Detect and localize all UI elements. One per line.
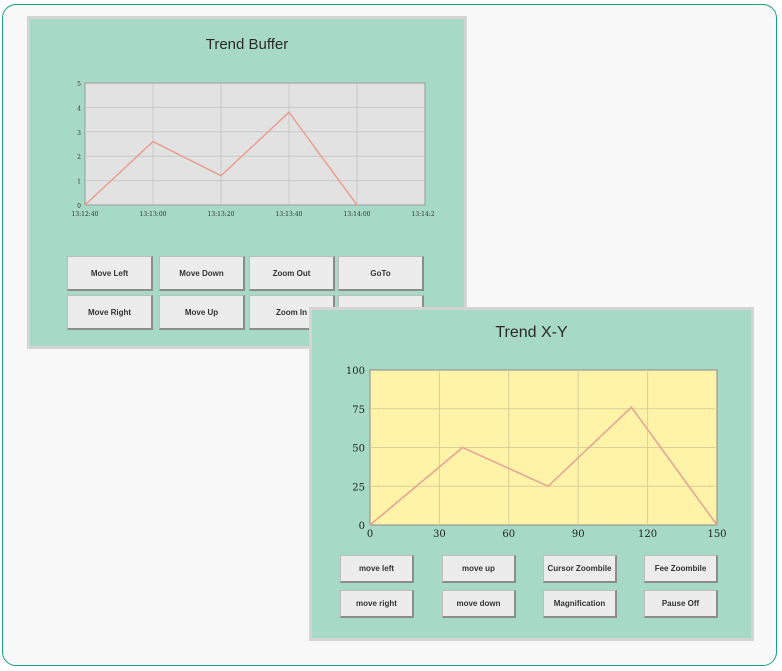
- move-up-button[interactable]: Move Up: [159, 295, 245, 330]
- move-left-button[interactable]: Move Left: [67, 256, 153, 291]
- x-tick-label: 60: [502, 529, 515, 540]
- data-point: [356, 204, 358, 206]
- pause-off-button[interactable]: Pause Off: [644, 590, 718, 618]
- x-tick-label: 120: [638, 529, 657, 540]
- y-tick-label: 0: [77, 203, 81, 210]
- x-tick-label: 13:12:40: [72, 211, 99, 218]
- goto-button[interactable]: GoTo: [338, 256, 424, 291]
- move-down-button[interactable]: move down: [442, 590, 516, 618]
- trend-buffer-panel: Trend Buffer 0 1 2 3 4 5 13:12:40 13:13:00 13:13…: [27, 16, 467, 349]
- y-tick-label: 25: [352, 482, 365, 493]
- move-left-button[interactable]: move left: [340, 555, 414, 583]
- move-down-button[interactable]: Move Down: [159, 256, 245, 291]
- x-tick-label: 30: [433, 529, 446, 540]
- move-up-button[interactable]: move up: [442, 555, 516, 583]
- data-point: [547, 485, 549, 488]
- y-tick-label: 100: [346, 366, 365, 377]
- cursor-zoombile-button[interactable]: Cursor Zoombile: [543, 555, 617, 583]
- y-tick-label: 2: [77, 154, 81, 161]
- x-tick-label: 150: [707, 529, 726, 540]
- y-tick-label: 50: [352, 444, 365, 455]
- y-tick-label: 4: [77, 105, 81, 112]
- data-point: [716, 524, 718, 526]
- data-point: [461, 446, 464, 449]
- y-tick-label: 3: [77, 130, 81, 137]
- fee-zoombile-button[interactable]: Fee Zoombile: [644, 555, 718, 583]
- data-point: [630, 406, 633, 408]
- x-tick-label: 90: [572, 529, 585, 540]
- x-tick-label: 13:14:00: [344, 211, 371, 218]
- move-right-button[interactable]: move right: [340, 590, 414, 618]
- data-point: [152, 140, 154, 143]
- zoom-out-button[interactable]: Zoom Out: [249, 256, 335, 291]
- x-tick-label: 13:13:20: [208, 211, 235, 218]
- trend-xy-chart: 0 30 60 90 120 150 0 25 50 75 100: [346, 366, 727, 540]
- y-tick-label: 75: [352, 405, 365, 416]
- data-point: [84, 204, 86, 206]
- trend-xy-panel: Trend X-Y 0 30 60 90 120 150 0 25 50 75 100 move l…: [309, 307, 754, 641]
- y-tick-label: 0: [359, 521, 365, 532]
- trend-buffer-title: Trend Buffer: [205, 36, 289, 53]
- data-point: [220, 174, 222, 177]
- move-right-button[interactable]: Move Right: [67, 295, 153, 330]
- magnification-button[interactable]: Magnification: [543, 590, 617, 618]
- trend-xy-title: Trend X-Y: [495, 324, 568, 341]
- x-tick-label: 13:14:20: [412, 211, 435, 218]
- x-tick-label: 13:13:40: [276, 211, 303, 218]
- trend-buffer-chart: 0 1 2 3 4 5 13:12:40 13:13:00 13:13:20 13:13:40 13…: [72, 81, 435, 218]
- y-tick-label: 5: [77, 81, 81, 88]
- data-point: [288, 111, 290, 114]
- x-tick-label: 0: [367, 529, 373, 540]
- data-point: [369, 524, 371, 526]
- y-tick-label: 1: [77, 179, 81, 186]
- x-tick-label: 13:13:00: [140, 211, 167, 218]
